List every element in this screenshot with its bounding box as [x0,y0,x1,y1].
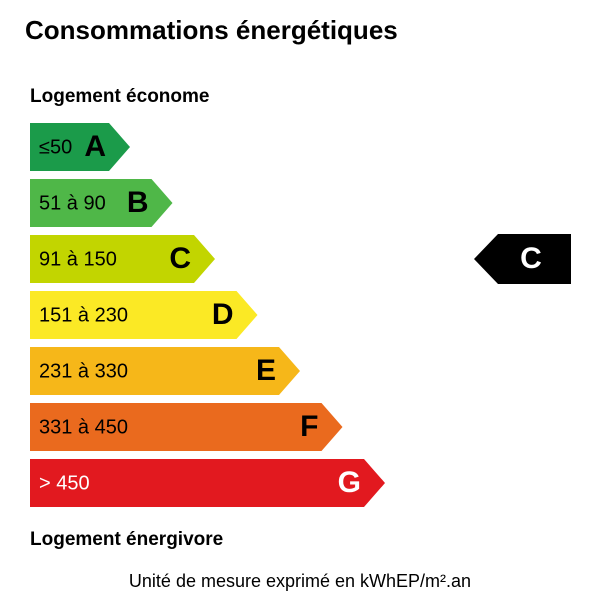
band-range: 331 à 450 [39,416,128,438]
band-range: 231 à 330 [39,360,128,382]
band-arrow [30,403,343,451]
top-label: Logement économe [30,86,209,107]
band-letter: G [338,466,361,499]
band-arrow [30,291,258,339]
band-arrow [30,123,130,171]
band-range: > 450 [39,472,90,494]
rating-arrow [474,234,571,284]
band-range: ≤50 [39,136,72,158]
band-arrow [30,347,300,395]
band-letter: D [212,298,234,331]
band-letter: C [169,242,191,275]
band-arrow [30,179,173,227]
band-letter: E [256,354,276,387]
band-letter: B [127,186,149,219]
band-letter: A [84,130,106,163]
band-arrow [30,235,215,283]
bottom-label: Logement énergivore [30,529,223,550]
band-arrow [30,459,385,507]
band-range: 91 à 150 [39,248,117,270]
band-range: 151 à 230 [39,304,128,326]
rating-letter: C [520,242,542,275]
title: Consommations énergétiques [25,15,398,45]
unit-note: Unité de mesure exprimé en kWhEP/m².an [129,571,471,591]
band-letter: F [300,410,318,443]
band-range: 51 à 90 [39,192,106,214]
